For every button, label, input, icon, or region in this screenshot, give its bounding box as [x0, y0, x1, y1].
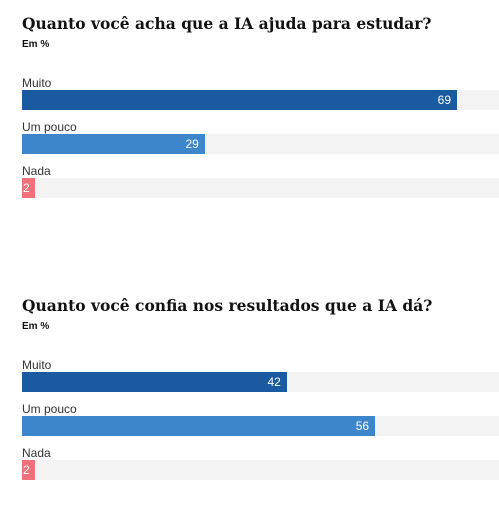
- data-label: 2: [23, 463, 30, 477]
- bar-rows: Muito 69 Um pouco 29 Nada 2: [22, 76, 499, 208]
- bar-nada: [22, 460, 35, 480]
- bar-track: 2: [22, 178, 499, 198]
- data-label: 29: [185, 137, 199, 151]
- bar-um-pouco: [22, 134, 205, 154]
- data-label: 56: [355, 419, 370, 433]
- data-label: 42: [267, 375, 281, 389]
- bar-row-muito: Muito 69: [22, 76, 499, 120]
- bar-muito: [22, 90, 457, 110]
- chart-subtitle: Em %: [22, 39, 50, 50]
- bar-row-nada: Nada 2: [22, 164, 499, 208]
- bar-row-um-pouco: Um pouco 56: [22, 402, 499, 446]
- bar-row-muito: Muito 42: [22, 358, 499, 402]
- category-label: Um pouco: [22, 402, 77, 416]
- bar-track: 29: [22, 134, 499, 154]
- chart-ia-ajuda-estudar: Quanto você acha que a IA ajuda para est…: [22, 13, 499, 208]
- chart-title: Quanto você acha que a IA ajuda para est…: [22, 14, 432, 33]
- category-label: Muito: [22, 358, 52, 372]
- bar-track: 42: [22, 372, 499, 392]
- bar-nada: [22, 178, 35, 198]
- bar-row-nada: Nada 2: [22, 446, 499, 490]
- category-label: Nada: [22, 446, 51, 460]
- category-label: Um pouco: [22, 120, 77, 134]
- bar-row-um-pouco: Um pouco 29: [22, 120, 499, 164]
- bar-muito: [22, 372, 287, 392]
- chart-subtitle: Em %: [22, 321, 50, 332]
- data-label: 2: [23, 181, 30, 195]
- bar-rows: Muito 42 Um pouco 56 Nada 2: [22, 358, 499, 490]
- bar-track: 2: [22, 460, 499, 480]
- bar-um-pouco: [22, 416, 376, 436]
- chart-title: Quanto você confia nos resultados que a …: [22, 296, 433, 315]
- bar-track: 56: [22, 416, 499, 436]
- category-label: Muito: [22, 76, 52, 90]
- chart-confia-resultados-ia: Quanto você confia nos resultados que a …: [22, 295, 499, 490]
- category-label: Nada: [22, 164, 51, 178]
- bar-track: 69: [22, 90, 499, 110]
- data-label: 69: [437, 93, 451, 107]
